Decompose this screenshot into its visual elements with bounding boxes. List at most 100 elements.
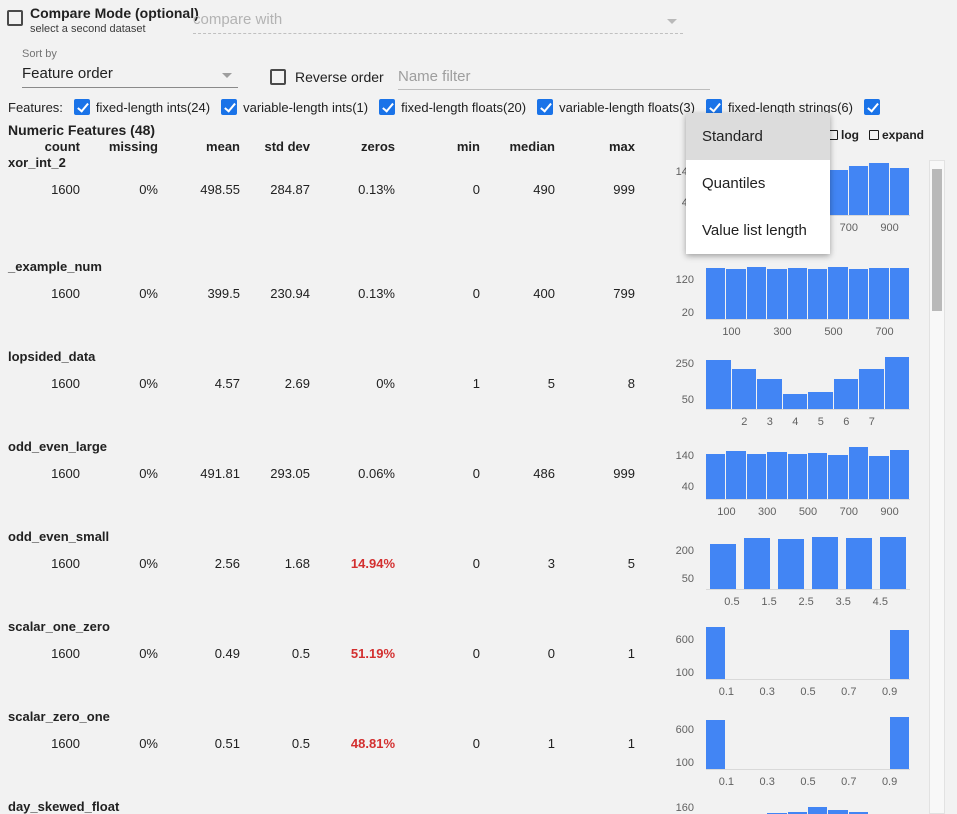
column-header-mean: mean [206, 139, 240, 154]
expand-toggle[interactable]: expand [869, 128, 924, 142]
histogram-bar [848, 166, 869, 215]
feature-name: odd_even_large [8, 439, 107, 454]
x-tick-label: 2.5 [798, 596, 814, 608]
column-header-max: max [608, 139, 635, 154]
stat-max: 8 [627, 376, 635, 391]
histogram-bar [746, 267, 767, 319]
feature-name: _example_num [8, 259, 102, 274]
stat-median: 400 [533, 286, 555, 301]
name-filter-input[interactable] [398, 64, 710, 90]
histogram-bar [889, 629, 910, 679]
stat-mean: 4.57 [214, 376, 240, 391]
chevron-down-icon [667, 19, 677, 24]
histogram-bar [706, 359, 731, 409]
log-label: log [841, 128, 859, 142]
x-tick-label: 4.5 [872, 596, 888, 608]
feature-type-filter[interactable]: fixed-length floats(20) [379, 99, 526, 115]
x-tick-label: 0.5 [724, 596, 740, 608]
stat-std_dev: 284.87 [270, 182, 310, 197]
stat-missing: 0% [139, 736, 158, 751]
feature-type-label: variable-length floats(3) [559, 99, 695, 115]
x-tick-label: 900 [880, 506, 899, 518]
stat-missing: 0% [139, 556, 158, 571]
column-header-std-dev: std dev [264, 139, 310, 154]
chart-type-menu: Standard Quantiles Value list length [686, 113, 830, 254]
checkbox-icon[interactable] [537, 99, 554, 115]
feature-name: day_skewed_float [8, 799, 120, 814]
histogram-bar [706, 268, 726, 319]
checkbox-icon[interactable] [863, 99, 880, 115]
x-tick-label: 0.7 [841, 776, 857, 788]
x-tick-label: 100 [722, 326, 741, 338]
histogram-bar [726, 268, 746, 319]
stat-median: 3 [547, 556, 555, 571]
stat-missing: 0% [139, 182, 158, 197]
y-tick-label: 200 [675, 544, 694, 557]
x-tick-label: 300 [758, 506, 777, 518]
expand-checkbox-icon[interactable] [869, 130, 879, 140]
chevron-down-icon [222, 73, 232, 78]
features-label: Features: [8, 99, 63, 115]
menu-item-standard[interactable]: Standard [686, 113, 830, 160]
feature-type-filter[interactable]: variable-length ints(1) [221, 99, 368, 115]
histogram-bar [808, 392, 833, 409]
x-tick-label: 500 [824, 326, 843, 338]
vertical-scrollbar[interactable] [929, 160, 945, 814]
histogram-bar [706, 719, 726, 769]
y-tick-label: 600 [675, 724, 694, 737]
histogram-bar [846, 538, 872, 589]
feature-type-label: fixed-length floats(20) [401, 99, 527, 115]
stat-min: 0 [472, 646, 480, 661]
x-tick-label: 6 [843, 416, 850, 428]
histogram-chart: 600 100 0.1 0.3 0.5 0.7 0.9 [648, 624, 948, 702]
log-toggle[interactable]: log [828, 128, 859, 142]
histogram-chart: 200 50 0.5 1.5 2.5 3.5 4.5 [648, 534, 948, 612]
histogram-bar [848, 447, 869, 499]
histogram-bar [731, 369, 756, 409]
feature-name: xor_int_2 [8, 155, 66, 170]
feature-name: scalar_zero_one [8, 709, 110, 724]
feature-row: odd_even_large 1600 0% 491.81 293.05 0.06% 0 48… [0, 436, 957, 526]
histogram-bar [787, 267, 808, 319]
stat-mean: 0.49 [214, 646, 240, 661]
stat-min: 0 [472, 286, 480, 301]
stat-median: 5 [547, 376, 555, 391]
feature-type-filter[interactable]: fixed-length ints(24) [73, 99, 210, 115]
feature-type-filter[interactable]: variable-length floats(3) [537, 99, 695, 115]
histogram-bar [869, 267, 889, 319]
x-tick-label: 4 [792, 416, 799, 428]
histogram-bar [726, 450, 746, 499]
histogram-bar [880, 537, 906, 589]
column-header-count: count [44, 139, 80, 154]
histogram-bar [782, 393, 807, 409]
scrollbar-thumb[interactable] [932, 169, 942, 311]
checkbox-icon[interactable] [221, 99, 238, 115]
feature-row: odd_even_small 1600 0% 2.56 1.68 14.94% 0 3 5 200… [0, 526, 957, 616]
feature-row: scalar_zero_one 1600 0% 0.51 0.5 48.81% 0 1 1 600… [0, 706, 957, 796]
menu-item-value-list-length[interactable]: Value list length [702, 222, 807, 239]
feature-type-filter[interactable] [863, 99, 880, 115]
stat-max: 999 [613, 466, 635, 481]
reverse-order-checkbox[interactable] [270, 69, 286, 85]
compare-mode-checkbox[interactable] [7, 10, 23, 26]
stat-missing: 0% [139, 646, 158, 661]
feature-name: odd_even_small [8, 529, 110, 544]
stat-zeros: 0.13% [358, 182, 395, 197]
feature-name: lopsided_data [8, 349, 96, 364]
histogram-bar [808, 807, 828, 814]
y-tick-label: 250 [675, 358, 694, 371]
x-tick-label: 0.1 [718, 686, 735, 698]
histogram-bar [889, 450, 910, 499]
histogram-bar [808, 269, 828, 319]
compare-with-select[interactable]: compare with [193, 8, 683, 34]
histogram-bar [848, 812, 869, 814]
x-tick-label: 100 [717, 506, 736, 518]
sort-order-select[interactable]: Feature order [22, 62, 238, 88]
menu-item-quantiles[interactable]: Quantiles [702, 175, 766, 192]
checkbox-icon[interactable] [73, 99, 90, 115]
stat-median: 1 [547, 736, 555, 751]
histogram-bar [828, 809, 848, 814]
histogram-chart: 120 20 100 300 500 700 [648, 264, 948, 342]
checkbox-icon[interactable] [379, 99, 396, 115]
